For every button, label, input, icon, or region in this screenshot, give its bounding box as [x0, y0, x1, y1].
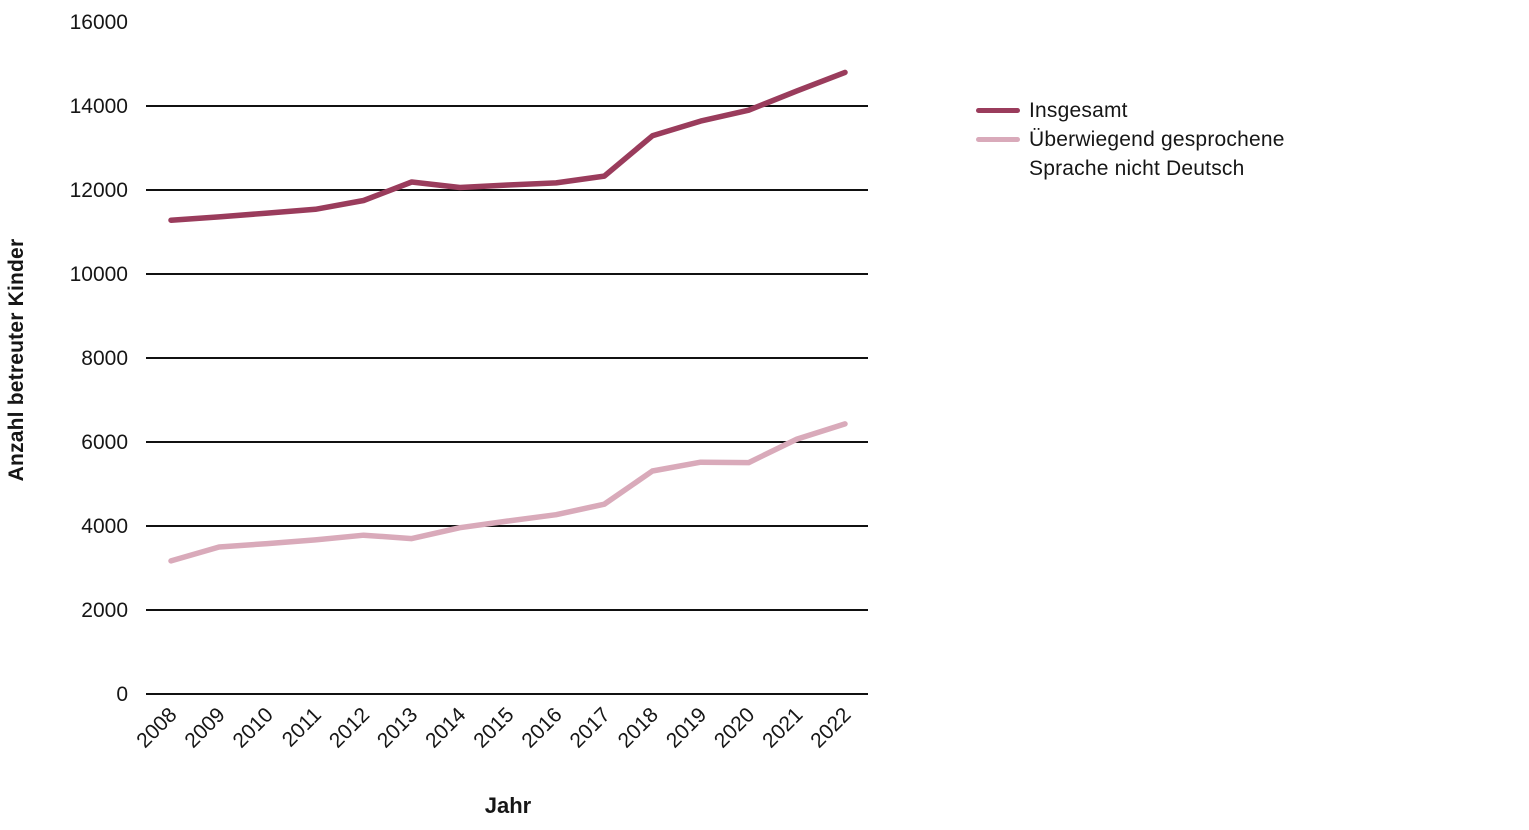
- x-axis-title: Jahr: [484, 793, 532, 818]
- y-tick-label: 0: [116, 683, 128, 706]
- y-tick-label: 6000: [81, 431, 128, 454]
- legend-item-sprache-nicht-deutsch: Überwiegend gesprochene Sprache nicht De…: [976, 125, 1291, 183]
- legend-swatch-sprache-nicht-deutsch: [976, 137, 1020, 142]
- x-tick-label: 2008: [132, 703, 181, 752]
- x-tick-label: 2009: [180, 703, 229, 752]
- legend-label-insgesamt: Insgesamt: [1029, 99, 1128, 122]
- x-tick-label: 2016: [517, 703, 566, 752]
- x-tick-label: 2021: [758, 703, 807, 752]
- legend-item-insgesamt: Insgesamt: [976, 96, 1291, 125]
- legend-label-sprache-nicht-deutsch: Überwiegend gesprochene Sprache nicht De…: [1029, 128, 1285, 180]
- x-tick-label: 2015: [469, 703, 518, 752]
- line-sprache-nicht-deutsch: [168, 421, 848, 564]
- line-insgesamt: [168, 69, 848, 223]
- x-tick-label: 2014: [421, 703, 471, 753]
- y-tick-label: 12000: [70, 179, 128, 202]
- y-tick-label: 16000: [70, 11, 128, 34]
- legend: Insgesamt Überwiegend gesprochene Sprach…: [976, 96, 1291, 183]
- legend-swatch-insgesamt: [976, 108, 1020, 113]
- x-tick-label: 2010: [229, 703, 278, 752]
- y-tick-label: 2000: [81, 599, 128, 622]
- x-tick-label: 2017: [566, 703, 615, 752]
- x-tick-label: 2022: [806, 703, 855, 752]
- y-axis-title: Anzahl betreuter Kinder: [5, 238, 28, 482]
- y-tick-label: 4000: [81, 515, 128, 538]
- x-tick-label: 2012: [325, 703, 374, 752]
- x-tick-label: 2018: [614, 703, 663, 752]
- y-tick-label: 8000: [81, 347, 128, 370]
- x-tick-label: 2013: [373, 703, 422, 752]
- x-tick-label: 2011: [278, 703, 326, 751]
- x-tick-label: 2019: [662, 703, 711, 752]
- y-tick-label: 14000: [70, 95, 128, 118]
- y-tick-label: 10000: [70, 263, 128, 286]
- x-tick-label: 2020: [710, 703, 759, 752]
